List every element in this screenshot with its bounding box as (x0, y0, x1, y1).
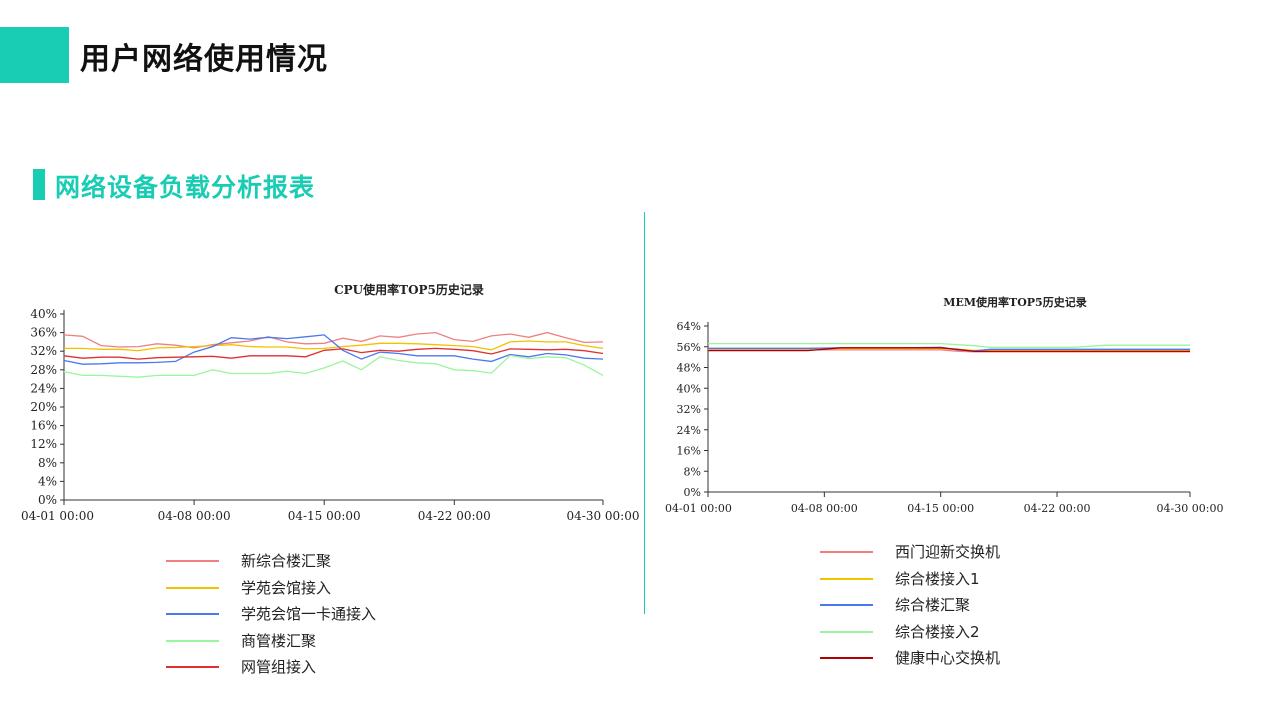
cpu-y-tick-label: 28% (30, 363, 57, 377)
cpu-legend-label: 学苑会馆一卡通接入 (241, 605, 377, 623)
mem-x-tick-label: 04-01 00:00 (665, 502, 732, 515)
cpu-legend-swatch (166, 613, 219, 615)
cpu-series-line-2 (64, 340, 604, 352)
chart-divider (644, 212, 645, 614)
mem-legend-swatch (820, 551, 873, 553)
section-title: 网络设备负载分析报表 (55, 173, 316, 202)
cpu-y-tick-label: 36% (30, 326, 57, 340)
mem-legend-label: 综合楼接入1 (895, 569, 980, 588)
mem-legend-label: 综合楼接入2 (895, 622, 980, 641)
mem-x-tick-label: 04-30 00:00 (1157, 502, 1224, 515)
cpu-legend-label: 商管楼汇聚 (241, 631, 317, 650)
cpu-legend-label: 新综合楼汇聚 (241, 552, 332, 570)
cpu-y-tick-label: 40% (30, 307, 57, 321)
cpu-legend-swatch (166, 639, 219, 642)
mem-legend-swatch (820, 657, 873, 659)
cpu-x-tick-label: 04-08 00:00 (158, 509, 231, 523)
mem-y-tick-label: 40% (677, 382, 701, 395)
mem-y-tick-label: 16% (677, 445, 701, 458)
mem-chart-title: MEM使用率TOP5历史记录 (943, 295, 1086, 309)
cpu-legend: 新综合楼汇聚 学苑会馆接入学苑会馆一卡通接入 商管楼汇聚网管组接入 (166, 552, 466, 680)
cpu-x-tick-label: 04-15 00:00 (288, 509, 361, 523)
mem-series-line-4 (708, 342, 1190, 348)
mem-x-tick-label: 04-08 00:00 (791, 502, 858, 515)
mem-legend: 西门迎新交换机 综合楼接入1 综合楼汇聚综合楼接入2 健康中心交换机 (820, 543, 1120, 671)
cpu-legend-swatch (166, 560, 219, 562)
cpu-y-tick-label: 20% (30, 400, 57, 414)
mem-legend-label: 综合楼汇聚 (895, 596, 971, 614)
cpu-y-tick-label: 8% (38, 456, 57, 470)
header-accent-block (0, 27, 69, 83)
mem-y-tick-label: 0% (684, 486, 701, 499)
mem-y-tick-label: 64% (677, 320, 701, 333)
mem-chart: MEM使用率TOP5历史记录 0% 8% 16% 24% 32% 40% 48% 56% 64% 0… (665, 295, 1224, 515)
cpu-y-tick-label: 16% (30, 419, 57, 433)
cpu-legend-label: 网管组接入 (241, 658, 317, 676)
cpu-y-tick-label: 12% (30, 437, 57, 451)
cpu-series-line-4 (63, 354, 604, 378)
cpu-x-tick-label: 04-01 00:00 (21, 509, 94, 523)
cpu-y-tick-label: 32% (30, 344, 57, 358)
mem-legend-swatch (820, 577, 873, 580)
mem-series-line-5 (708, 347, 1190, 353)
mem-y-tick-label: 56% (677, 341, 701, 354)
mem-legend-swatch (820, 630, 873, 633)
cpu-x-tick-label: 04-30 00:00 (567, 509, 640, 523)
mem-y-tick-label: 8% (684, 465, 701, 478)
cpu-legend-swatch (166, 666, 219, 668)
cpu-legend-label: 学苑会馆接入 (241, 578, 332, 597)
cpu-legend-swatch (166, 586, 219, 589)
page-title: 用户网络使用情况 (80, 42, 328, 77)
cpu-y-tick-label: 0% (38, 493, 57, 507)
mem-y-tick-label: 48% (677, 362, 701, 375)
mem-legend-label: 健康中心交换机 (895, 649, 1001, 667)
mem-legend-label: 西门迎新交换机 (895, 543, 1001, 561)
cpu-chart: CPU使用率TOP5历史记录 0% 4% 8% 12% 16% 20% 24% 28% 32% 36… (21, 282, 640, 523)
cpu-y-tick-label: 4% (38, 474, 57, 488)
cpu-x-tick-label: 04-22 00:00 (418, 509, 491, 523)
cpu-series-line-5 (63, 347, 604, 360)
cpu-series-line-1 (63, 331, 604, 349)
mem-x-tick-label: 04-15 00:00 (907, 502, 974, 515)
cpu-chart-title: CPU使用率TOP5历史记录 (334, 282, 484, 297)
mem-y-tick-label: 24% (677, 424, 701, 437)
mem-y-tick-label: 32% (677, 403, 701, 416)
cpu-series-line-3 (63, 334, 604, 365)
section-accent-bar (33, 169, 45, 200)
mem-x-tick-label: 04-22 00:00 (1024, 502, 1091, 515)
mem-legend-swatch (820, 604, 873, 606)
cpu-y-tick-label: 24% (30, 381, 57, 395)
